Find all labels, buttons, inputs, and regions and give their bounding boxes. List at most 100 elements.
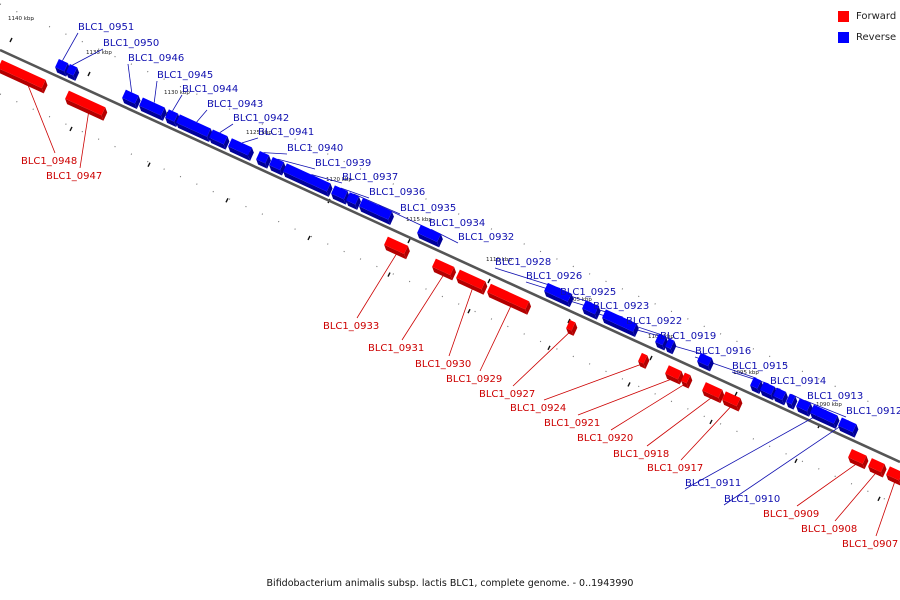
leader-line xyxy=(26,80,56,154)
gene-block xyxy=(786,393,798,410)
forward-swatch xyxy=(838,11,849,22)
legend-label-reverse: Reverse xyxy=(856,32,897,43)
leader-line xyxy=(577,377,675,416)
reverse-gene-label[interactable]: BLC1_0926 xyxy=(526,271,582,282)
tick-mark xyxy=(387,272,391,277)
leader-line xyxy=(62,32,79,61)
reverse-gene-label[interactable]: BLC1_0923 xyxy=(593,301,649,312)
forward-gene-label[interactable]: BLC1_0920 xyxy=(577,433,633,444)
leader-line xyxy=(263,152,288,155)
reverse-gene-label[interactable]: BLC1_0932 xyxy=(458,232,514,243)
leader-line xyxy=(680,404,734,461)
gene-block xyxy=(176,114,213,143)
forward-gene-label[interactable]: BLC1_0933 xyxy=(323,321,379,332)
gene-block xyxy=(487,283,532,315)
reverse-gene-label[interactable]: BLC1_0937 xyxy=(342,172,398,183)
forward-gene-label[interactable]: BLC1_0931 xyxy=(368,343,424,354)
reverse-gene-label[interactable]: BLC1_0942 xyxy=(233,113,289,124)
gene-block xyxy=(432,258,457,281)
reverse-gene-label[interactable]: BLC1_0919 xyxy=(660,331,716,342)
forward-gene-label[interactable]: BLC1_0948 xyxy=(21,156,77,167)
forward-gene-label[interactable]: BLC1_0918 xyxy=(613,449,669,460)
gene-blocks xyxy=(0,59,900,486)
tick-mark xyxy=(734,391,738,397)
forward-gene-label[interactable]: BLC1_0929 xyxy=(446,374,502,385)
gene-block xyxy=(209,129,230,150)
reverse-gene-label[interactable]: BLC1_0944 xyxy=(182,84,238,95)
tick-mark xyxy=(69,126,73,132)
leader-line xyxy=(219,123,234,133)
forward-gene-label[interactable]: BLC1_0927 xyxy=(479,389,535,400)
leader-line xyxy=(834,470,879,522)
forward-gene-label[interactable]: BLC1_0908 xyxy=(801,524,857,535)
forward-gene-label[interactable]: BLC1_0924 xyxy=(510,403,566,414)
reverse-gene-label[interactable]: BLC1_0912 xyxy=(846,406,900,417)
tick-mark xyxy=(627,382,631,387)
gene-block xyxy=(384,236,410,260)
tick-label: 1110 kbp xyxy=(486,257,512,263)
gene-block xyxy=(886,466,900,486)
gene-block xyxy=(722,391,743,412)
forward-gene-label[interactable]: BLC1_0921 xyxy=(544,418,600,429)
reverse-gene-label[interactable]: BLC1_0915 xyxy=(732,361,788,372)
leader-line xyxy=(153,80,158,103)
tick-mark xyxy=(87,71,91,77)
gene-block xyxy=(66,64,80,81)
gene-block xyxy=(665,338,677,355)
gene-block xyxy=(65,90,108,121)
reverse-gene-label[interactable]: BLC1_0910 xyxy=(724,494,780,505)
reverse-gene-label[interactable]: BLC1_0911 xyxy=(685,478,741,489)
reverse-gene-label[interactable]: BLC1_0943 xyxy=(207,99,263,110)
tick-mark xyxy=(794,458,798,464)
leader-line xyxy=(723,420,850,506)
tick-mark xyxy=(709,419,713,425)
reverse-gene-label[interactable]: BLC1_0935 xyxy=(400,203,456,214)
genome-axis xyxy=(0,48,900,464)
reverse-gene-label[interactable]: BLC1_0914 xyxy=(770,376,826,387)
leader-line xyxy=(401,272,446,341)
leader-line xyxy=(731,371,769,385)
reverse-gene-label[interactable]: BLC1_0928 xyxy=(495,257,551,268)
reverse-gene-label[interactable]: BLC1_0925 xyxy=(560,287,616,298)
reverse-gene-label[interactable]: BLC1_0934 xyxy=(429,218,485,229)
forward-gene-label[interactable]: BLC1_0907 xyxy=(842,539,898,550)
forward-gene-label[interactable]: BLC1_0947 xyxy=(46,171,102,182)
reverse-gene-label[interactable]: BLC1_0950 xyxy=(103,38,159,49)
reverse-gene-label[interactable]: BLC1_0939 xyxy=(315,158,371,169)
reverse-gene-label[interactable]: BLC1_0940 xyxy=(287,143,343,154)
reverse-gene-label[interactable]: BLC1_0945 xyxy=(157,70,213,81)
forward-gene-label[interactable]: BLC1_0909 xyxy=(763,509,819,520)
leader-line xyxy=(353,193,401,215)
gene-block xyxy=(760,381,777,401)
tick-label: 1130 kbp xyxy=(164,90,190,96)
leader-line xyxy=(448,285,474,357)
gene-block xyxy=(702,382,725,404)
tick-mark xyxy=(9,37,13,43)
reverse-gene-label[interactable]: BLC1_0913 xyxy=(807,391,863,402)
gene-block xyxy=(417,224,443,248)
reverse-gene-label[interactable]: BLC1_0936 xyxy=(369,187,425,198)
gene-block xyxy=(346,192,361,210)
tick-label: 1140 kbp xyxy=(8,16,34,22)
reverse-swatch xyxy=(838,32,849,43)
tick-mark xyxy=(407,238,411,244)
tick-label: 1115 kbp xyxy=(406,217,432,223)
gene-block xyxy=(544,282,574,308)
gene-block xyxy=(122,89,141,109)
reverse-gene-label[interactable]: BLC1_0951 xyxy=(78,22,134,33)
forward-gene-label[interactable]: BLC1_0930 xyxy=(415,359,471,370)
gene-block xyxy=(456,269,488,295)
forward-gene-label[interactable]: BLC1_0917 xyxy=(647,463,703,474)
tick-label: 1125 kbp xyxy=(246,130,272,136)
leader-line xyxy=(512,330,572,387)
gene-block xyxy=(269,156,286,176)
tick-label: 1090 kbp xyxy=(816,402,842,408)
gene-labels: BLC1_0951 BLC1_0950 BLC1_0946 BLC1_0945 BLC1… xyxy=(21,22,900,550)
reverse-gene-label[interactable]: BLC1_0916 xyxy=(695,346,751,357)
tick-label: 1120 kbp xyxy=(326,177,352,183)
tick-mark xyxy=(307,235,311,241)
tick-label: 1135 kbp xyxy=(86,50,112,56)
reverse-gene-label[interactable]: BLC1_0946 xyxy=(128,53,184,64)
reverse-gene-label[interactable]: BLC1_0922 xyxy=(626,316,682,327)
reverse-gene-label[interactable]: BLC1_0941 xyxy=(258,127,314,138)
